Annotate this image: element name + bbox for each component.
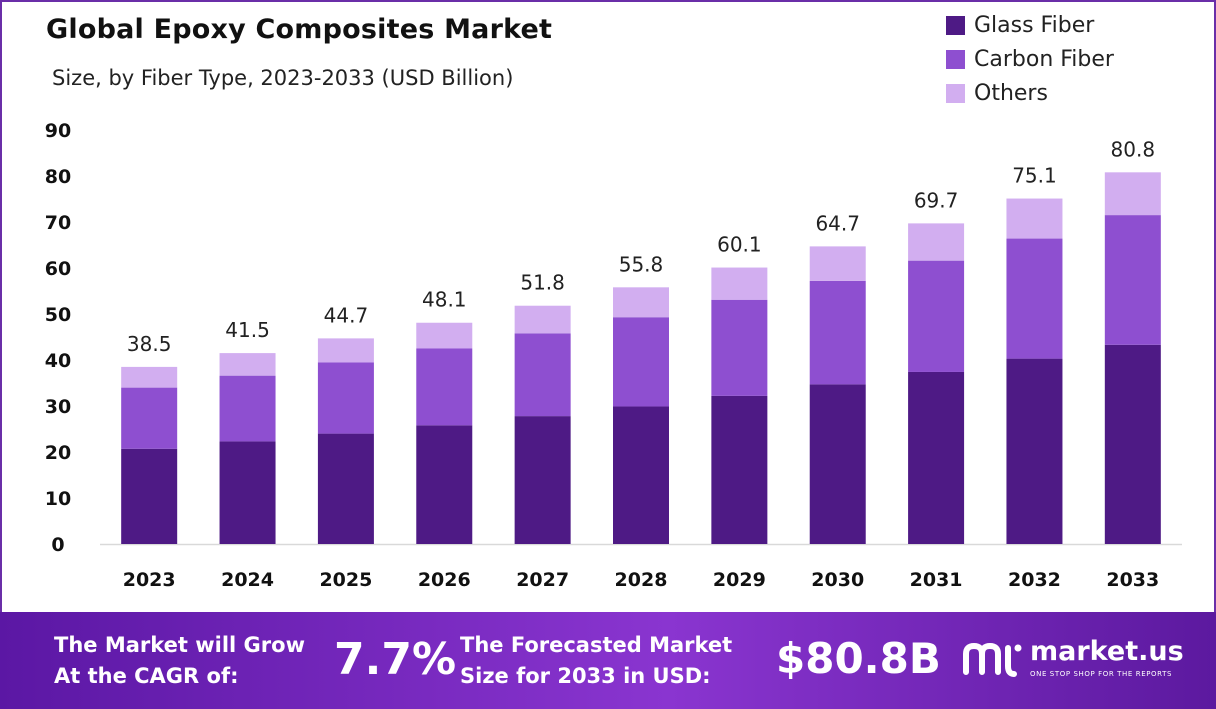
legend-swatch-glass-fiber [946, 15, 965, 35]
bar-segment-glass-fiber [908, 371, 965, 544]
bar-segment-glass-fiber [809, 384, 866, 544]
x-tick-label: 2024 [221, 569, 274, 591]
forecast-label-line2: Size for 2033 in USD: [460, 664, 711, 688]
forecast-label-line1: The Forecasted Market [460, 633, 733, 657]
bar-segment-glass-fiber [219, 441, 276, 544]
bar-total-label: 55.8 [619, 252, 664, 276]
legend-item-carbon-fiber: Carbon Fiber [946, 42, 1114, 76]
bar-segment-carbon-fiber [219, 375, 276, 442]
x-tick-label: 2031 [910, 569, 963, 591]
cagr-label-line1: The Market will Grow [54, 633, 305, 657]
y-tick-label: 60 [45, 258, 71, 280]
bar-segment-others [908, 223, 965, 261]
bar-total-label: 75.1 [1012, 164, 1057, 188]
market-us-logo-icon [963, 642, 1022, 677]
bar-segment-carbon-fiber [711, 299, 768, 396]
y-tick-label: 50 [45, 304, 71, 326]
legend-label-carbon-fiber: Carbon Fiber [974, 46, 1114, 72]
bar-total-label: 80.8 [1111, 137, 1156, 161]
legend-item-glass-fiber: Glass Fiber [946, 8, 1114, 42]
y-tick-label: 20 [45, 442, 71, 464]
stacked-bar-chart: 010203040506070809038.5202341.5202444.72… [45, 120, 1182, 591]
bar-segment-others [317, 338, 374, 363]
bar-segment-glass-fiber [1006, 358, 1063, 544]
bar-segment-others [219, 353, 276, 376]
bar-total-label: 69.7 [914, 188, 959, 212]
y-tick-label: 70 [45, 212, 71, 234]
bar-total-label: 51.8 [520, 271, 565, 295]
bar-segment-others [711, 267, 768, 300]
bar-segment-carbon-fiber [1006, 238, 1063, 359]
bar-segment-carbon-fiber [121, 387, 178, 449]
chart-subtitle: Size, by Fiber Type, 2023-2033 (USD Bill… [52, 66, 514, 90]
y-tick-label: 30 [45, 396, 71, 418]
bar-total-label: 44.7 [324, 303, 369, 327]
y-tick-label: 90 [45, 120, 71, 142]
bar-segment-others [416, 322, 473, 349]
bar-segment-others [809, 246, 866, 281]
x-tick-label: 2027 [516, 569, 569, 591]
brand-name: market.us [1030, 636, 1184, 667]
y-tick-label: 10 [45, 488, 71, 510]
bar-segment-others [514, 305, 571, 334]
cagr-value: 7.7% [334, 634, 457, 685]
legend-swatch-others [946, 83, 965, 103]
bar-segment-carbon-fiber [809, 280, 866, 385]
bar-segment-others [121, 366, 178, 388]
bar-segment-carbon-fiber [317, 362, 374, 434]
x-tick-label: 2025 [319, 569, 372, 591]
bar-segment-others [1006, 198, 1063, 239]
bar-segment-carbon-fiber [908, 260, 965, 372]
y-tick-label: 0 [51, 534, 64, 556]
x-tick-label: 2026 [418, 569, 471, 591]
bar-segment-glass-fiber [317, 433, 374, 544]
bar-total-label: 41.5 [225, 318, 270, 342]
bar-total-label: 38.5 [127, 332, 172, 356]
legend-label-glass-fiber: Glass Fiber [974, 12, 1095, 38]
x-tick-label: 2023 [123, 569, 176, 591]
bar-segment-glass-fiber [416, 425, 473, 544]
x-tick-label: 2032 [1008, 569, 1061, 591]
legend-swatch-carbon-fiber [946, 49, 965, 69]
forecast-value: $80.8B [776, 634, 941, 683]
y-tick-label: 40 [45, 350, 71, 372]
bar-segment-carbon-fiber [613, 317, 669, 407]
bar-segment-glass-fiber [711, 395, 768, 544]
bar-segment-glass-fiber [1104, 344, 1161, 544]
bar-segment-carbon-fiber [514, 333, 571, 417]
x-tick-label: 2029 [713, 569, 766, 591]
cagr-label-line2: At the CAGR of: [54, 664, 239, 688]
brand-tagline: ONE STOP SHOP FOR THE REPORTS [1030, 670, 1173, 678]
bar-segment-glass-fiber [613, 406, 669, 544]
x-tick-label: 2028 [615, 569, 668, 591]
bar-segment-others [613, 287, 669, 318]
bar-segment-carbon-fiber [416, 348, 473, 426]
footer-banner: The Market will Grow At the CAGR of: 7.7… [0, 612, 1216, 709]
bar-segment-carbon-fiber [1104, 215, 1161, 345]
bar-segment-glass-fiber [121, 448, 178, 544]
x-tick-label: 2030 [811, 569, 864, 591]
bar-total-label: 64.7 [815, 211, 860, 235]
legend-label-others: Others [974, 80, 1048, 106]
bar-segment-others [1104, 172, 1161, 216]
bar-total-label: 60.1 [717, 233, 762, 257]
y-tick-label: 80 [45, 166, 71, 188]
x-tick-label: 2033 [1106, 569, 1159, 591]
bar-segment-glass-fiber [514, 416, 571, 544]
bar-total-label: 48.1 [422, 288, 467, 312]
legend-item-others: Others [946, 76, 1114, 110]
legend: Glass Fiber Carbon Fiber Others [946, 8, 1114, 110]
chart-title: Global Epoxy Composites Market [46, 14, 553, 45]
